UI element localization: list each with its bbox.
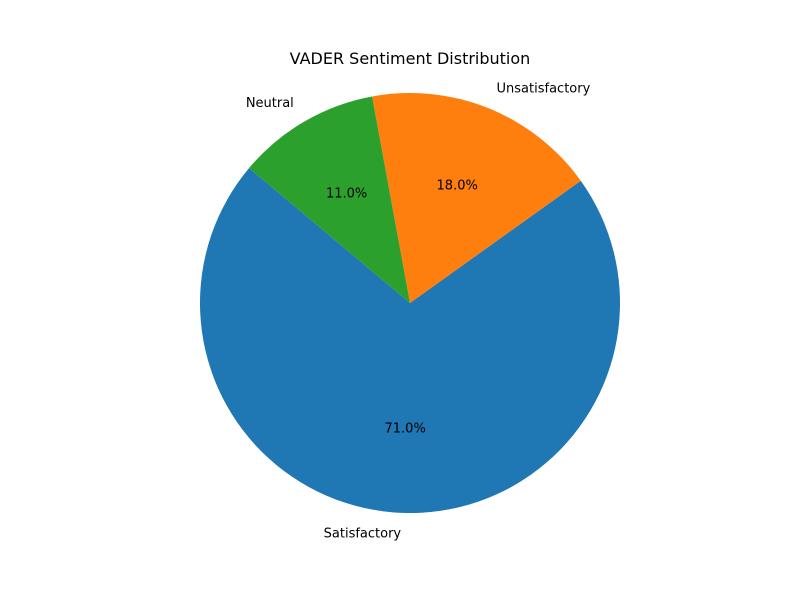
pie-slice-satisfactory — [200, 168, 620, 514]
pct-label-neutral: 11.0% — [326, 187, 367, 202]
slice-label-unsatisfactory: Unsatisfactory — [497, 81, 591, 96]
pie-slice-unsatisfactory — [372, 93, 581, 303]
slice-label-neutral: Neutral — [246, 96, 294, 111]
chart-title: VADER Sentiment Distribution — [290, 49, 531, 68]
slices-layer — [200, 93, 620, 514]
labels-layer: Satisfactory 71.0% Unsatisfactory 18.0% Neut… — [246, 81, 591, 541]
pct-label-unsatisfactory: 18.0% — [437, 179, 478, 194]
slice-label-satisfactory: Satisfactory — [324, 526, 402, 541]
pct-label-satisfactory: 71.0% — [385, 421, 426, 436]
pie-slice-neutral — [249, 96, 410, 304]
